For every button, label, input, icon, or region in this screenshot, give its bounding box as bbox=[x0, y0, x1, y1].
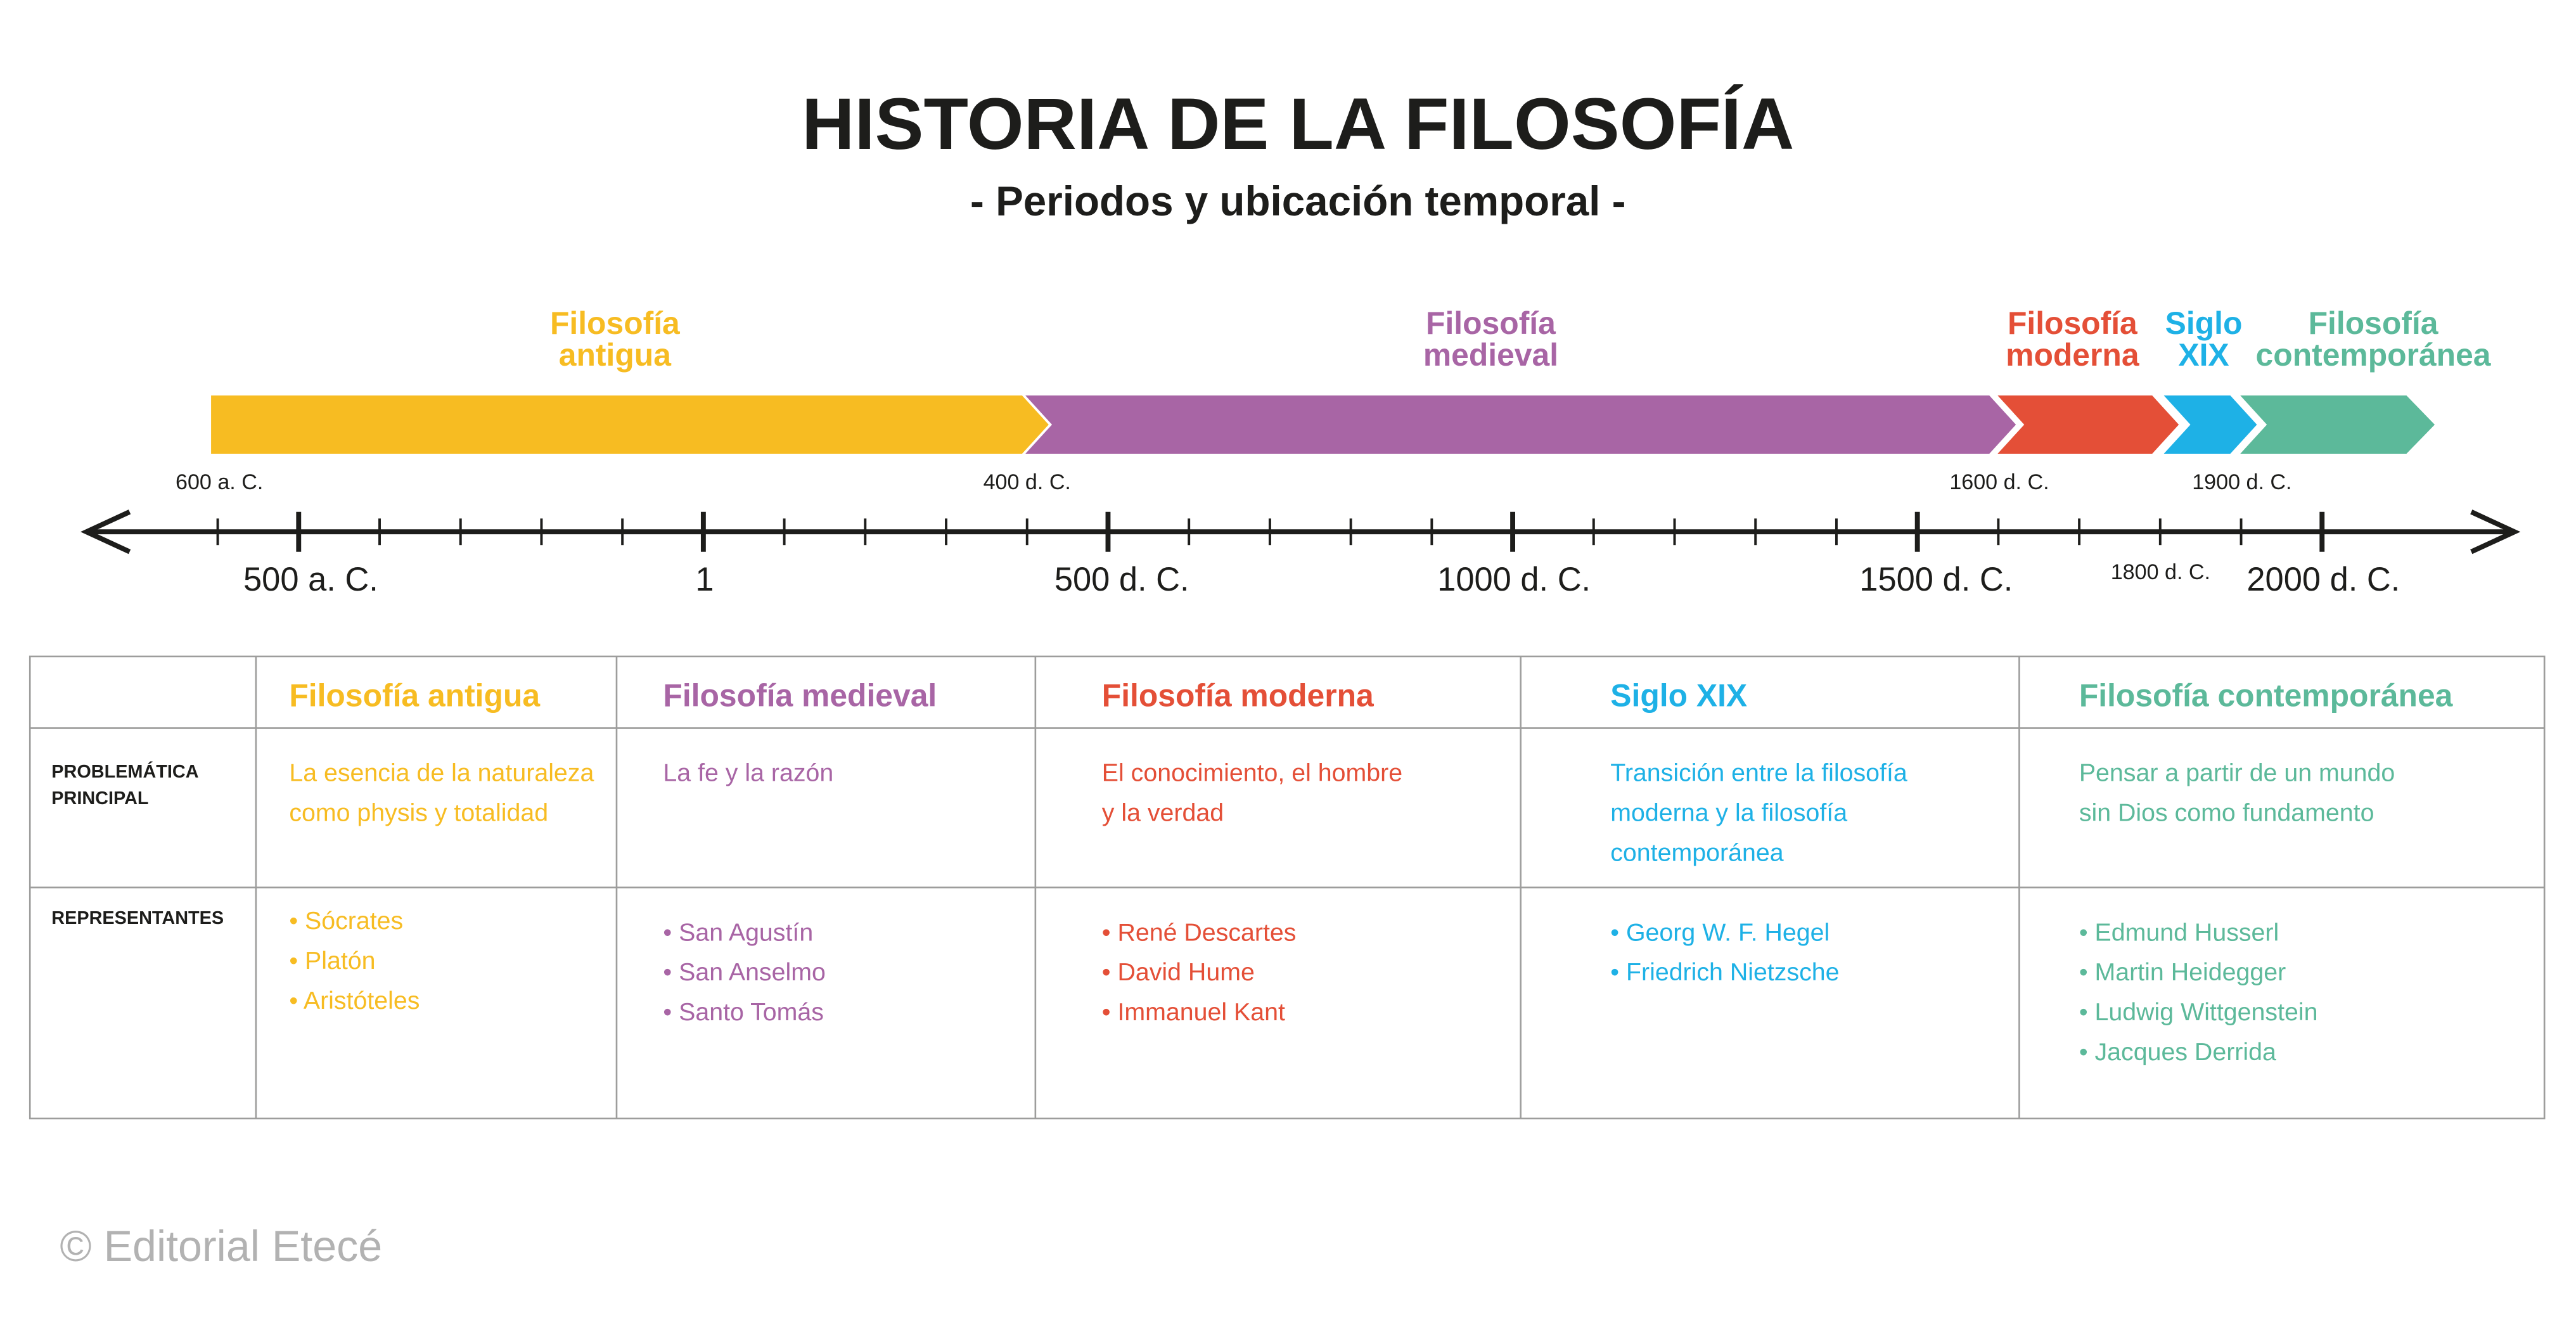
problem-line: contemporánea bbox=[1610, 838, 1783, 866]
representative: • Martin Heidegger bbox=[2079, 958, 2286, 986]
column-title: Filosofía contemporánea bbox=[2079, 678, 2454, 714]
period-label: contemporánea bbox=[2256, 337, 2492, 373]
problem-line: moderna y la filosofía bbox=[1610, 798, 1847, 826]
period-arrow bbox=[1025, 395, 2016, 454]
problem-line: Transición entre la filosofía bbox=[1610, 759, 1907, 787]
column-title: Siglo XIX bbox=[1610, 678, 1747, 714]
axis-label: 1000 d. C. bbox=[1437, 561, 1591, 598]
period-label: XIX bbox=[2178, 337, 2229, 373]
table-frame bbox=[29, 655, 2546, 1120]
column-title: Filosofía antigua bbox=[289, 678, 541, 714]
representative: • San Agustín bbox=[663, 918, 813, 946]
representative: • Georg W. F. Hegel bbox=[1610, 918, 1829, 946]
column-title: Filosofía moderna bbox=[1102, 678, 1375, 714]
title: HISTORIA DE LA FILOSOFÍA bbox=[802, 84, 1794, 165]
start-label: 400 d. C. bbox=[984, 470, 1071, 494]
period-label: Filosofía bbox=[550, 305, 681, 341]
axis-label: 1 bbox=[695, 561, 714, 598]
axis-label: 1500 d. C. bbox=[1859, 561, 2013, 598]
period-arrow bbox=[2240, 395, 2435, 454]
representative: • David Hume bbox=[1102, 958, 1255, 986]
axis-minor-label: 1800 d. C. bbox=[2111, 560, 2210, 584]
representative: • Ludwig Wittgenstein bbox=[2079, 998, 2318, 1026]
problem-line: Pensar a partir de un mundo bbox=[2079, 759, 2395, 787]
period-label: Filosofía bbox=[1426, 305, 1556, 341]
period-label: moderna bbox=[2006, 337, 2140, 373]
period-arrow bbox=[2163, 395, 2257, 454]
representative: • Santo Tomás bbox=[663, 998, 824, 1026]
period-arrow bbox=[1997, 395, 2179, 454]
subtitle: - Periodos y ubicación temporal - bbox=[970, 178, 1625, 224]
period-label: Siglo bbox=[2165, 305, 2243, 341]
period-label: antigua bbox=[559, 337, 672, 373]
period-label: medieval bbox=[1423, 337, 1558, 373]
representative: • Platón bbox=[289, 947, 375, 975]
row-header: REPRESENTANTES bbox=[51, 908, 224, 928]
representative: • Aristóteles bbox=[289, 987, 420, 1015]
representative: • Sócrates bbox=[289, 907, 403, 935]
problem-line: como physis y totalidad bbox=[289, 798, 548, 826]
representative: • Edmund Husserl bbox=[2079, 918, 2279, 946]
period-arrow bbox=[211, 395, 1049, 454]
start-label: 1600 d. C. bbox=[1949, 470, 2049, 494]
axis-label: 500 a. C. bbox=[243, 561, 378, 598]
axis-arrow-right bbox=[2470, 509, 2521, 554]
problem-line: La fe y la razón bbox=[663, 759, 833, 787]
representative: • René Descartes bbox=[1102, 918, 1297, 946]
row-header: PROBLEMÁTICA bbox=[51, 760, 198, 782]
axis-label: 500 d. C. bbox=[1054, 561, 1189, 598]
problem-line: y la verdad bbox=[1102, 798, 1224, 826]
start-label: 1900 d. C. bbox=[2192, 470, 2291, 494]
problem-line: El conocimiento, el hombre bbox=[1102, 759, 1402, 787]
period-label: Filosofía bbox=[2309, 305, 2439, 341]
problem-line: La esencia de la naturaleza bbox=[289, 759, 594, 787]
row-header: PRINCIPAL bbox=[51, 788, 148, 809]
representative: • San Anselmo bbox=[663, 958, 825, 986]
start-label: 600 a. C. bbox=[176, 470, 263, 494]
column-title: Filosofía medieval bbox=[663, 678, 937, 714]
representative: • Friedrich Nietzsche bbox=[1610, 958, 1839, 986]
footer-credit: © Editorial Etecé bbox=[60, 1222, 382, 1271]
problem-line: sin Dios como fundamento bbox=[2079, 798, 2374, 826]
period-label: Filosofía bbox=[2008, 305, 2138, 341]
representative: • Jacques Derrida bbox=[2079, 1038, 2276, 1066]
axis-arrow-left bbox=[80, 509, 131, 554]
axis-label: 2000 d. C. bbox=[2246, 561, 2400, 598]
representative: • Immanuel Kant bbox=[1102, 998, 1285, 1026]
